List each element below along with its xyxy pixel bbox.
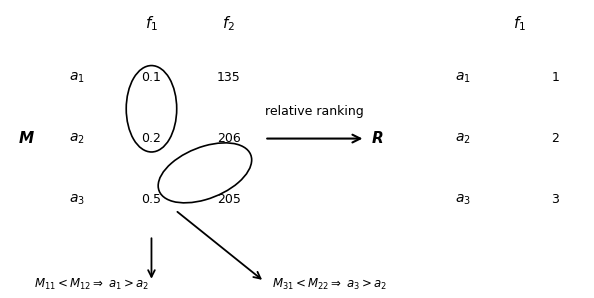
Text: $a_2$: $a_2$ [456, 131, 471, 146]
Text: $f_1$: $f_1$ [145, 15, 158, 33]
Text: R: R [371, 131, 383, 146]
Text: 0.2: 0.2 [141, 132, 162, 145]
Text: $a_2$: $a_2$ [69, 131, 85, 146]
Text: 206: 206 [217, 132, 241, 145]
Text: $f_1$: $f_1$ [513, 15, 526, 33]
Text: relative ranking: relative ranking [266, 105, 364, 118]
Text: 1: 1 [551, 71, 560, 84]
Text: M: M [19, 131, 34, 146]
Text: $a_1$: $a_1$ [456, 70, 471, 85]
Text: $a_3$: $a_3$ [69, 193, 85, 207]
Text: 205: 205 [217, 193, 241, 206]
Text: $M_{31} < M_{22} \Rightarrow\ a_3 > a_2$: $M_{31} < M_{22} \Rightarrow\ a_3 > a_2$ [272, 277, 387, 292]
Text: 3: 3 [551, 193, 560, 206]
Text: 135: 135 [217, 71, 241, 84]
Text: $f_2$: $f_2$ [222, 15, 235, 33]
Text: $M_{11} < M_{12} \Rightarrow\ a_1 > a_2$: $M_{11} < M_{12} \Rightarrow\ a_1 > a_2$ [34, 277, 150, 292]
Text: 2: 2 [551, 132, 560, 145]
Text: $a_3$: $a_3$ [456, 193, 471, 207]
Text: 0.1: 0.1 [141, 71, 162, 84]
Text: $a_1$: $a_1$ [69, 70, 85, 85]
Text: 0.5: 0.5 [141, 193, 162, 206]
